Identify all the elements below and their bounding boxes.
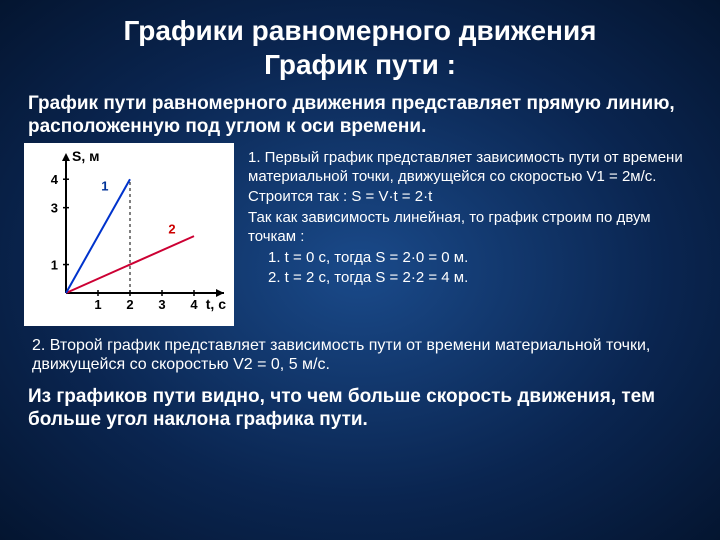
svg-text:4: 4: [51, 172, 59, 187]
explain-p3: Так как зависимость линейная, то график …: [248, 209, 700, 247]
explain-p2: Строится так : S = V·t = 2·t: [248, 188, 700, 207]
conclusion-text: Из графиков пути видно, что чем больше с…: [0, 374, 720, 432]
path-chart: 1 2 3 4 1 3 4 S, м t, с 1 2: [28, 147, 230, 317]
title-line-2: График пути :: [264, 49, 456, 80]
svg-text:S, м: S, м: [72, 148, 99, 164]
lead-text: График пути равномерного движения предст…: [0, 87, 720, 143]
svg-text:1: 1: [51, 257, 58, 272]
title-line-1: Графики равномерного движения: [123, 15, 596, 46]
explain-p1: 1. Первый график представляет зависимост…: [248, 149, 700, 187]
svg-text:4: 4: [190, 297, 198, 312]
explanation-block: 1. Первый график представляет зависимост…: [248, 143, 700, 326]
svg-text:2: 2: [126, 297, 133, 312]
svg-text:1: 1: [94, 297, 101, 312]
svg-text:3: 3: [158, 297, 165, 312]
explain-p4b: 2. t = 2 с, тогда S = 2·2 = 4 м.: [248, 269, 700, 288]
mid-section: 1 2 3 4 1 3 4 S, м t, с 1 2 1. Первый график предс…: [0, 143, 720, 326]
svg-text:t, с: t, с: [206, 296, 226, 312]
svg-text:2: 2: [168, 221, 175, 236]
slide-title: Графики равномерного движения График пут…: [0, 0, 720, 87]
chart-container: 1 2 3 4 1 3 4 S, м t, с 1 2: [24, 143, 234, 326]
second-graph-text: 2. Второй график представляет зависимост…: [0, 326, 720, 374]
explain-p4a: 1. t = 0 с, тогда S = 2·0 = 0 м.: [248, 249, 700, 268]
svg-text:3: 3: [51, 200, 58, 215]
svg-text:1: 1: [101, 178, 108, 193]
